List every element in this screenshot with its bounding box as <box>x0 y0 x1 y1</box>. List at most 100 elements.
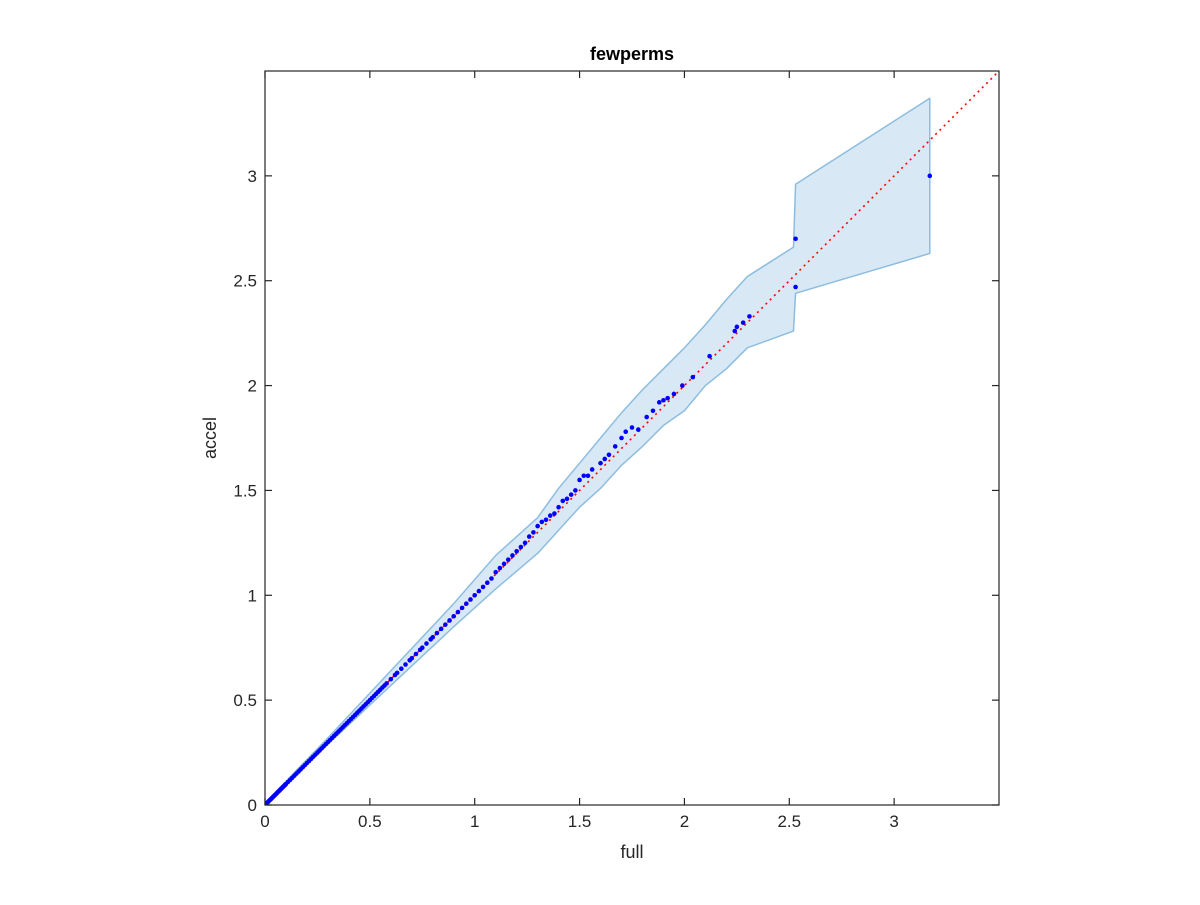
data-point <box>399 666 404 671</box>
x-tick-label: 0 <box>260 812 269 831</box>
axes-box <box>264 70 1000 806</box>
axes-frame <box>264 70 1000 806</box>
data-point <box>602 456 608 462</box>
y-tick-label: 1 <box>248 586 257 605</box>
x-tick-label: 0.5 <box>358 812 382 831</box>
data-point <box>514 548 519 554</box>
data-point <box>927 173 933 179</box>
data-point <box>585 473 591 479</box>
data-point <box>476 588 482 594</box>
data-point <box>493 569 498 575</box>
data-point <box>556 504 561 510</box>
data-point <box>619 435 624 441</box>
data-point <box>656 400 662 405</box>
reference-line-layer <box>265 71 999 805</box>
y-tick-label: 3 <box>248 167 257 186</box>
data-point <box>629 425 635 430</box>
data-point <box>740 320 746 325</box>
data-point <box>612 444 618 449</box>
plot-area <box>265 71 999 805</box>
data-point <box>459 605 465 611</box>
y-axis-label: accel <box>200 417 220 459</box>
data-point <box>589 467 595 472</box>
data-point <box>747 314 752 319</box>
x-axis-label: full <box>620 842 643 862</box>
data-point <box>443 622 448 627</box>
x-tick-label: 1.5 <box>568 812 592 831</box>
data-point <box>543 517 549 523</box>
data-point <box>577 477 582 483</box>
data-point <box>455 609 461 615</box>
data-point <box>552 511 557 516</box>
data-point <box>413 651 419 657</box>
data-point <box>581 473 587 479</box>
data-point <box>560 498 566 504</box>
data-point <box>734 324 740 330</box>
data-point <box>480 584 486 590</box>
data-point <box>485 580 490 585</box>
data-point <box>535 523 540 529</box>
data-point <box>419 645 425 651</box>
data-point <box>650 408 656 414</box>
x-tick-label: 3 <box>889 812 898 831</box>
confidence-band-layer <box>265 97 931 805</box>
data-point <box>394 670 400 676</box>
data-point <box>438 626 444 632</box>
data-point <box>539 519 545 525</box>
y-tick-label: 0.5 <box>233 691 257 710</box>
x-tick-label: 1 <box>470 812 479 831</box>
data-point <box>606 452 612 458</box>
data-point <box>501 561 507 567</box>
x-tick-label: 2.5 <box>777 812 801 831</box>
data-point <box>424 641 429 646</box>
data-point <box>665 395 670 401</box>
data-point <box>434 630 440 636</box>
reference-line <box>265 71 999 805</box>
data-point <box>531 530 536 535</box>
data-point <box>690 374 696 380</box>
data-point <box>472 592 478 598</box>
data-point <box>447 618 452 623</box>
data-point <box>568 492 574 497</box>
data-point <box>384 681 389 686</box>
data-point <box>573 488 578 493</box>
data-point <box>464 601 469 606</box>
y-tick-label: 2.5 <box>233 272 257 291</box>
data-point <box>680 383 685 388</box>
data-points-layer <box>265 173 933 805</box>
data-point <box>547 513 553 518</box>
y-tick-label: 2 <box>248 377 257 396</box>
y-tick-label: 0 <box>248 796 257 815</box>
confidence-band <box>265 97 931 805</box>
data-point <box>707 353 712 359</box>
data-point <box>793 236 798 242</box>
data-point <box>526 534 532 539</box>
data-point <box>403 662 408 667</box>
data-point <box>793 284 798 290</box>
data-point <box>505 557 511 562</box>
data-point <box>732 328 738 334</box>
data-point <box>468 597 473 602</box>
data-point <box>644 414 649 420</box>
data-point <box>598 460 603 466</box>
data-point <box>635 427 641 432</box>
data-point <box>409 655 415 661</box>
data-point <box>489 576 494 581</box>
x-tick-label: 2 <box>680 812 689 831</box>
data-point <box>522 540 528 546</box>
data-point <box>623 429 629 435</box>
y-ticks: 0 0.5 1 1.5 2 2.5 3 <box>233 167 999 815</box>
data-point <box>430 634 436 640</box>
x-ticks: 0 0.5 1 1.5 2 2.5 3 <box>260 71 899 831</box>
data-point <box>388 676 394 682</box>
data-point <box>451 613 457 619</box>
data-point <box>661 397 666 403</box>
data-point <box>564 496 570 502</box>
chart-title: fewperms <box>590 44 674 64</box>
data-point <box>497 565 503 571</box>
y-tick-label: 1.5 <box>233 481 257 500</box>
data-point <box>510 553 515 558</box>
data-point <box>671 391 677 397</box>
